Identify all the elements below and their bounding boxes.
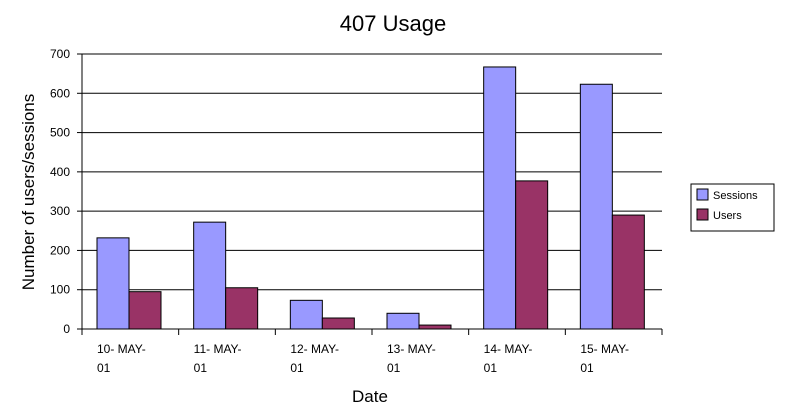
y-axis-title: Number of users/sessions (19, 94, 38, 291)
bar-sessions-4 (483, 66, 517, 330)
axes (81, 54, 662, 330)
bar-sessions-5 (579, 83, 613, 330)
y-tick-label: 200 (50, 243, 70, 257)
bars (96, 66, 645, 330)
x-tick-label: 12- MAY-01 (290, 342, 339, 375)
y-tick-labels: 0 100 200 300 400 500 600 700 (50, 47, 82, 336)
bar-users-1 (225, 287, 259, 330)
chart-title: 407 Usage (340, 11, 446, 36)
y-tick-label: 500 (50, 126, 70, 140)
y-tick-label: 300 (50, 204, 70, 218)
bar-sessions-1 (193, 221, 227, 330)
x-tick-labels: 10- MAY-01 11- MAY-01 12- MAY-01 13- MAY-01… (81, 329, 663, 375)
legend-swatch-sessions (696, 188, 709, 201)
bar-users-4 (515, 180, 549, 330)
x-axis-title: Date (352, 387, 388, 406)
legend: Sessions Users (690, 183, 775, 232)
y-tick-label: 100 (50, 283, 70, 297)
legend-label-users: Users (713, 210, 742, 222)
bar-users-0 (128, 291, 162, 330)
bar-users-2 (321, 317, 355, 330)
y-tick-label: 600 (50, 86, 70, 100)
bar-sessions-3 (386, 312, 420, 330)
gridlines (82, 53, 662, 291)
legend-swatch-users (696, 208, 709, 221)
x-tick-label: 13- MAY-01 (387, 342, 436, 375)
y-tick-label: 0 (63, 322, 70, 336)
bar-users-3 (418, 324, 452, 330)
bar-users-5 (611, 214, 645, 330)
legend-label-sessions: Sessions (713, 190, 758, 202)
x-tick-label: 10- MAY-01 (97, 342, 146, 375)
bar-sessions-0 (96, 237, 130, 330)
x-tick-label: 11- MAY-01 (194, 342, 242, 375)
x-tick-label: 14- MAY-01 (484, 342, 533, 375)
y-tick-label: 700 (50, 47, 70, 61)
x-tick-label: 15- MAY-01 (580, 342, 629, 375)
bar-sessions-2 (289, 299, 323, 330)
y-tick-label: 400 (50, 165, 70, 179)
